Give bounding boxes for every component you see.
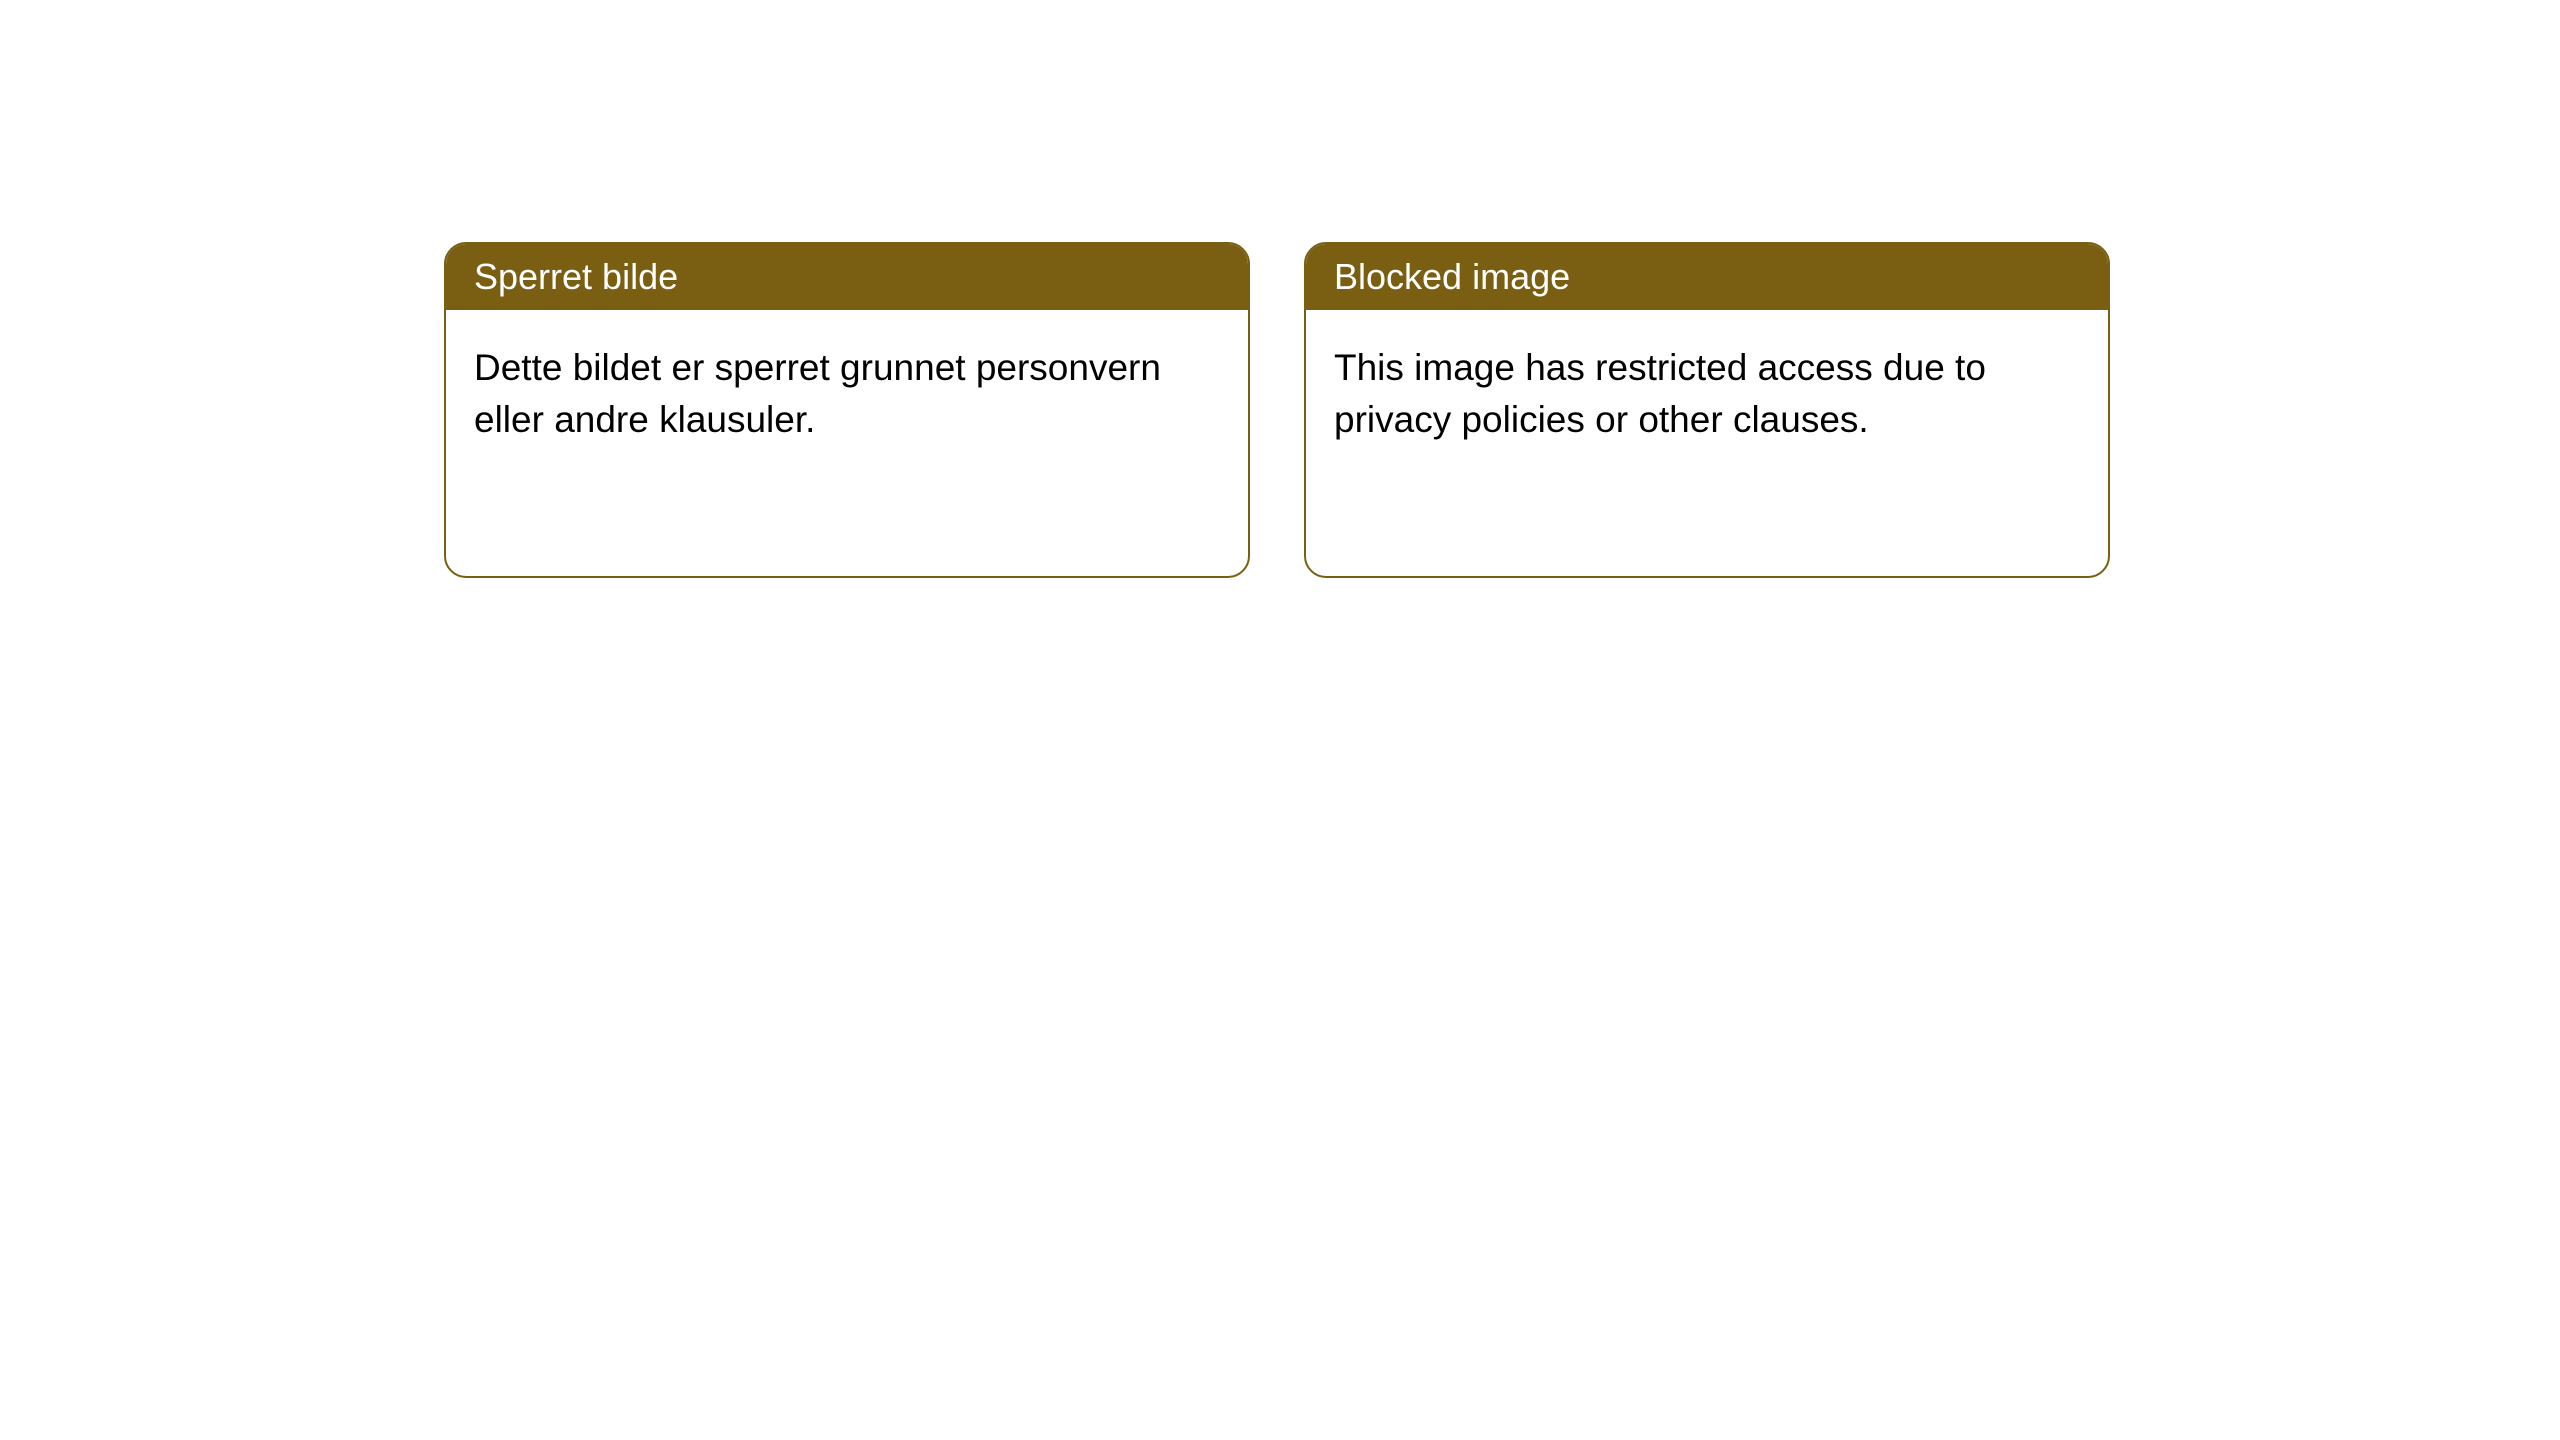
notice-body: Dette bildet er sperret grunnet personve… (446, 310, 1248, 478)
notice-title: Blocked image (1334, 256, 1570, 297)
notice-header: Sperret bilde (446, 244, 1248, 310)
notice-title: Sperret bilde (474, 256, 678, 297)
notice-message: Dette bildet er sperret grunnet personve… (474, 347, 1161, 440)
notice-message: This image has restricted access due to … (1334, 347, 1986, 440)
notice-card-english: Blocked image This image has restricted … (1304, 242, 2110, 578)
notice-header: Blocked image (1306, 244, 2108, 310)
notice-container: Sperret bilde Dette bildet er sperret gr… (0, 0, 2560, 578)
notice-card-norwegian: Sperret bilde Dette bildet er sperret gr… (444, 242, 1250, 578)
notice-body: This image has restricted access due to … (1306, 310, 2108, 478)
